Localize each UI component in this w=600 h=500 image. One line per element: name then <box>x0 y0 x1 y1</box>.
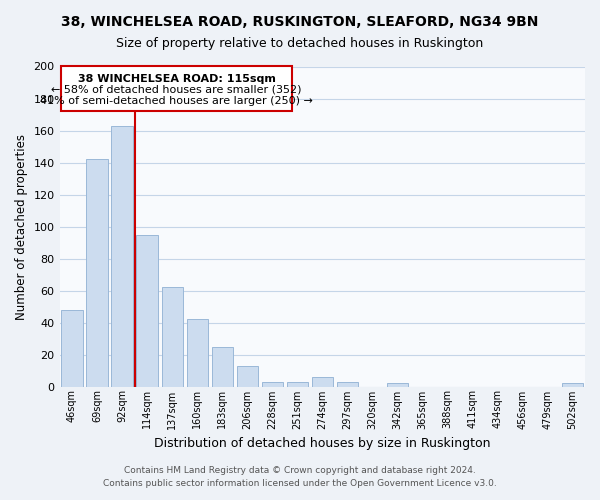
Bar <box>212 346 233 387</box>
Bar <box>562 384 583 386</box>
Bar <box>61 310 83 386</box>
Bar <box>161 288 183 386</box>
Text: 38, WINCHELSEA ROAD, RUSKINGTON, SLEAFORD, NG34 9BN: 38, WINCHELSEA ROAD, RUSKINGTON, SLEAFOR… <box>61 15 539 29</box>
Text: 38 WINCHELSEA ROAD: 115sqm: 38 WINCHELSEA ROAD: 115sqm <box>77 74 275 84</box>
Y-axis label: Number of detached properties: Number of detached properties <box>15 134 28 320</box>
Bar <box>287 382 308 386</box>
Bar <box>236 366 258 386</box>
Bar <box>337 382 358 386</box>
Bar <box>187 320 208 386</box>
Bar <box>61 66 292 112</box>
Text: ← 58% of detached houses are smaller (352): ← 58% of detached houses are smaller (35… <box>51 85 302 95</box>
Text: Contains HM Land Registry data © Crown copyright and database right 2024.
Contai: Contains HM Land Registry data © Crown c… <box>103 466 497 487</box>
X-axis label: Distribution of detached houses by size in Ruskington: Distribution of detached houses by size … <box>154 437 491 450</box>
Bar <box>86 160 108 386</box>
Text: Size of property relative to detached houses in Ruskington: Size of property relative to detached ho… <box>116 38 484 51</box>
Bar <box>262 382 283 386</box>
Bar <box>112 126 133 386</box>
Bar <box>387 384 408 386</box>
Bar <box>311 377 333 386</box>
Bar <box>136 234 158 386</box>
Text: 41% of semi-detached houses are larger (250) →: 41% of semi-detached houses are larger (… <box>40 96 313 106</box>
